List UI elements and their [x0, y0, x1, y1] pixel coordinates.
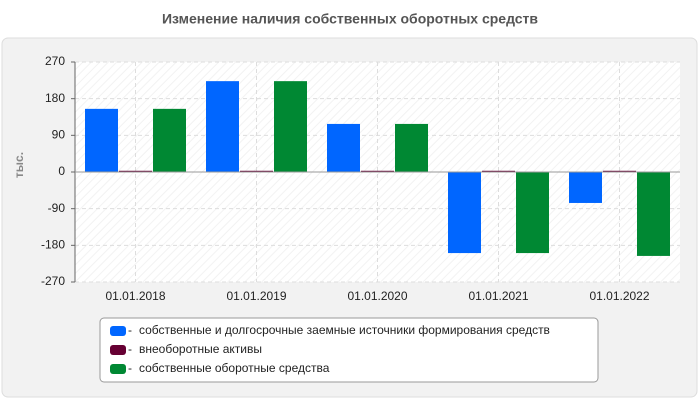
legend-dash: - — [128, 323, 132, 337]
bar — [637, 172, 670, 256]
y-tick-label: 90 — [52, 128, 66, 142]
bar — [569, 172, 602, 203]
x-tick-label: 01.01.2021 — [468, 289, 528, 303]
x-tick-label: 01.01.2019 — [226, 289, 286, 303]
y-tick-label: -270 — [41, 274, 65, 288]
y-tick-label: -180 — [41, 238, 65, 252]
legend-dash: - — [128, 361, 132, 375]
y-tick-label: 180 — [45, 91, 65, 105]
bar — [240, 170, 273, 172]
bar — [395, 123, 428, 172]
legend-label: собственные оборотные средства — [139, 361, 330, 375]
x-tick-label: 01.01.2022 — [589, 289, 649, 303]
bar — [119, 170, 152, 172]
x-tick-label: 01.01.2018 — [105, 289, 165, 303]
legend-label: внеоборотные активы — [139, 342, 262, 356]
legend-swatch — [110, 326, 126, 336]
bar — [85, 108, 118, 172]
y-tick-label: 270 — [45, 54, 65, 68]
y-tick-label: 0 — [58, 164, 65, 178]
bar — [361, 170, 394, 172]
y-axis-label: тыс. — [12, 152, 26, 178]
bar — [482, 170, 515, 172]
legend-swatch — [110, 345, 126, 355]
legend-label: собственные и долгосрочные заемные источ… — [139, 323, 550, 337]
legend-dash: - — [128, 342, 132, 356]
legend — [99, 317, 599, 383]
y-tick-label: -90 — [48, 201, 66, 215]
bar — [516, 172, 549, 254]
chart-title: Изменение наличия собственных оборотных … — [162, 11, 538, 27]
bar — [153, 108, 186, 172]
x-tick-label: 01.01.2020 — [347, 289, 407, 303]
bar — [206, 81, 239, 172]
legend-swatch — [110, 364, 126, 374]
bar — [274, 81, 307, 172]
bar — [448, 172, 481, 254]
bar — [327, 123, 360, 172]
bar — [603, 170, 636, 172]
